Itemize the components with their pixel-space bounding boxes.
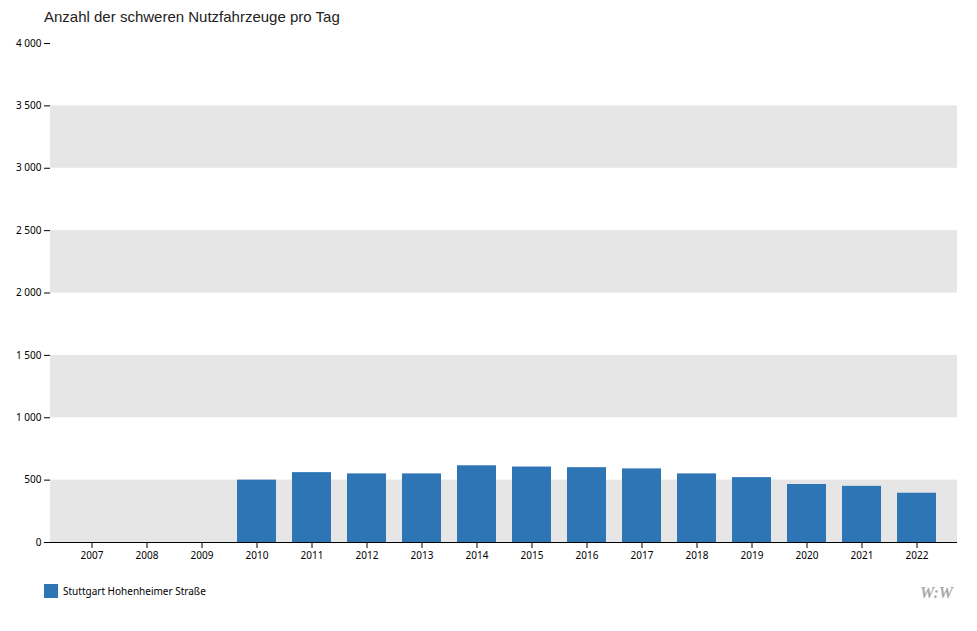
svg-text:2016: 2016	[576, 548, 599, 562]
svg-text:2007: 2007	[81, 548, 104, 562]
html-text:Anzahl der schweren Nutzfahrze: Anzahl der schweren Nutzfahrzeuge pro Ta…	[44, 8, 340, 25]
svg-text:2 500: 2 500	[16, 223, 42, 237]
svg-text:2008: 2008	[136, 548, 159, 562]
svg-text:3 000: 3 000	[16, 160, 42, 174]
svg-text:1 500: 1 500	[16, 348, 42, 362]
svg-text:2009: 2009	[191, 548, 214, 562]
svg-text:2011: 2011	[301, 548, 324, 562]
svg-text:2010: 2010	[246, 548, 269, 562]
html-text:W:W: W:W	[920, 584, 953, 601]
svg-text:2017: 2017	[631, 548, 654, 562]
svg-text:2019: 2019	[741, 548, 764, 562]
svg-text:2020: 2020	[796, 548, 819, 562]
svg-text:2013: 2013	[411, 548, 434, 562]
svg-text:4 000: 4 000	[16, 36, 42, 50]
svg-text:2015: 2015	[521, 548, 544, 562]
svg-text:500: 500	[24, 472, 41, 486]
svg-text:3 500: 3 500	[16, 98, 42, 112]
svg-text:2018: 2018	[686, 548, 709, 562]
svg-text:2012: 2012	[356, 548, 379, 562]
svg-text:2014: 2014	[466, 548, 489, 562]
svg-text:1 000: 1 000	[16, 410, 42, 424]
svg-text:2022: 2022	[906, 548, 929, 562]
svg-text:2021: 2021	[851, 548, 874, 562]
svg-text:0: 0	[36, 535, 42, 549]
svg-text:2 000: 2 000	[16, 285, 42, 299]
html-text:Stuttgart Hohenheimer Straße: Stuttgart Hohenheimer Straße	[63, 583, 206, 598]
